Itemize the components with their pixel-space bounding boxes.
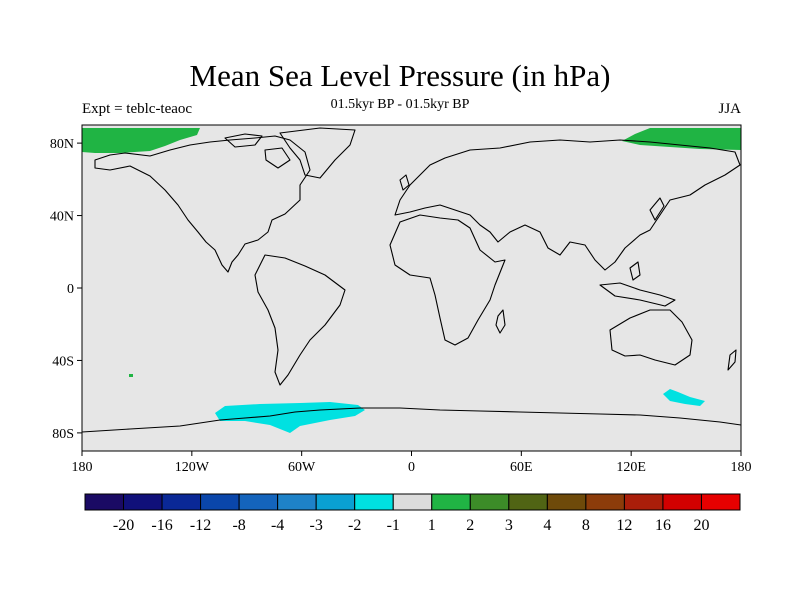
map-background <box>82 125 741 451</box>
colorbar-swatch <box>123 493 163 511</box>
colorbar-label: -12 <box>190 517 211 534</box>
colorbar-label: -16 <box>151 517 172 534</box>
colorbar-swatch <box>469 493 510 511</box>
coastlines <box>82 127 741 433</box>
colorbar-swatch <box>315 493 356 511</box>
colorbar-swatch <box>84 493 125 511</box>
colorbar-label: -2 <box>348 517 361 534</box>
y-tick-label: 80N <box>50 137 74 152</box>
colorbar-label: 8 <box>582 517 590 534</box>
x-tick-label: 120W <box>175 460 210 475</box>
x-tick-label: 0 <box>408 460 415 475</box>
colorbar-label: -20 <box>113 517 134 534</box>
experiment-label: Expt = teblc-teaoc <box>82 101 193 117</box>
colorbar-swatch <box>700 493 741 511</box>
colorbar-label: -8 <box>232 517 245 534</box>
colorbar-label: 16 <box>655 517 671 534</box>
colorbar-label: 1 <box>428 517 436 534</box>
axis-ticks: 180 120W 60W 0 60E 120E 180 80N 40N 0 40S 80S <box>50 137 752 475</box>
anomaly-region-arctic-west <box>82 128 200 153</box>
colorbar-label: 12 <box>616 517 632 534</box>
x-tick-label: 180 <box>72 460 93 475</box>
x-tick-label: 60W <box>288 460 316 475</box>
colorbar-swatch <box>238 493 279 511</box>
colorbar-label: -4 <box>271 517 284 534</box>
colorbar-swatch <box>200 493 240 511</box>
anomaly-region-southern-ocean-indian <box>663 389 705 406</box>
colorbar-label: 2 <box>466 517 474 534</box>
colorbar-swatch <box>161 493 202 511</box>
x-tick-label: 120E <box>616 460 646 475</box>
y-tick-label: 0 <box>67 282 74 297</box>
colorbar: -20 -16 -12 -8 -4 -3 -2 -1 1 2 3 4 8 12 16 20 <box>84 493 741 534</box>
colorbar-swatch <box>354 493 394 511</box>
season-label: JJA <box>718 101 741 117</box>
colorbar-swatch <box>392 493 433 511</box>
anomaly-region-south-pacific-speck <box>129 374 133 377</box>
x-tick-label: 60E <box>510 460 533 475</box>
y-tick-label: 80S <box>52 427 74 442</box>
colorbar-swatch <box>431 493 471 511</box>
y-tick-label: 40N <box>50 210 74 225</box>
map-subtitle: 01.5kyr BP - 01.5kyr BP <box>330 97 470 112</box>
colorbar-swatch <box>623 493 664 511</box>
colorbar-swatch <box>277 493 317 511</box>
colorbar-label: 20 <box>693 517 709 534</box>
colorbar-label: 4 <box>543 517 551 534</box>
colorbar-swatch <box>585 493 625 511</box>
colorbar-label: -3 <box>310 517 323 534</box>
x-tick-label: 180 <box>731 460 752 475</box>
colorbar-label: 3 <box>505 517 513 534</box>
y-tick-label: 40S <box>52 354 74 369</box>
map-title: Mean Sea Level Pressure (in hPa) <box>189 58 611 93</box>
colorbar-swatch <box>546 493 587 511</box>
colorbar-swatch <box>508 493 548 511</box>
colorbar-label: -1 <box>387 517 400 534</box>
anomaly-region-arctic-east <box>622 128 741 150</box>
colorbar-swatch <box>662 493 702 511</box>
